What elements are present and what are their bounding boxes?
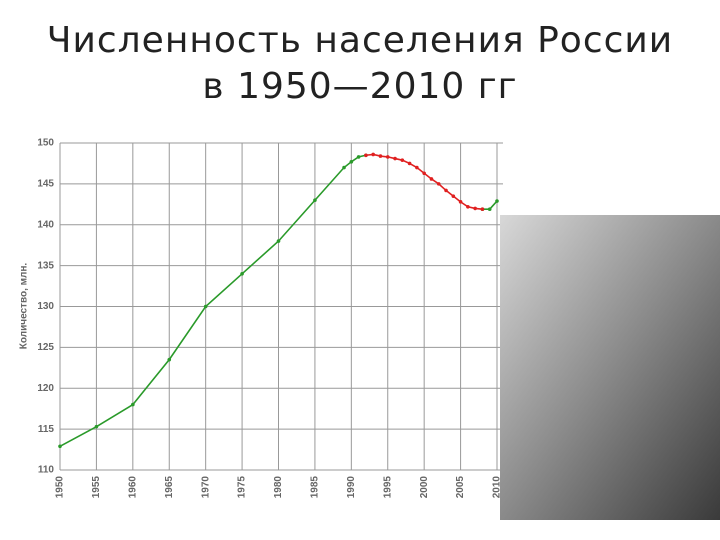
y-tick-label: 140 xyxy=(37,219,54,230)
data-point xyxy=(415,165,419,170)
x-tick-label: 2010 xyxy=(492,476,503,499)
data-point xyxy=(436,182,441,186)
data-point xyxy=(451,194,456,198)
x-tick-label: 2000 xyxy=(419,476,430,499)
x-tick-label: 1990 xyxy=(346,476,357,499)
y-tick-label: 125 xyxy=(37,342,54,353)
data-point xyxy=(276,239,281,243)
data-point xyxy=(203,304,208,309)
data-point xyxy=(342,165,346,170)
x-tick-label: 1985 xyxy=(310,476,321,499)
y-tick-label: 110 xyxy=(38,465,55,476)
data-point xyxy=(167,357,172,362)
x-tick-label: 1995 xyxy=(382,476,393,499)
y-tick-label: 120 xyxy=(37,383,54,394)
data-point xyxy=(466,204,470,209)
data-point xyxy=(364,153,368,158)
slide-title: Численность населения России в 1950—2010… xyxy=(46,20,674,107)
data-point xyxy=(131,402,135,407)
y-tick-label: 130 xyxy=(37,301,54,312)
data-point xyxy=(313,198,317,203)
y-axis-label: Количество, млн. xyxy=(19,263,30,350)
photo xyxy=(500,215,720,520)
data-point xyxy=(444,188,448,193)
x-tick-label: 2005 xyxy=(455,476,466,499)
data-point xyxy=(458,200,463,204)
data-point xyxy=(371,152,375,157)
data-point xyxy=(487,207,492,212)
data-point xyxy=(378,154,383,158)
data-point xyxy=(94,424,99,429)
y-tick-label: 115 xyxy=(38,424,55,435)
data-point xyxy=(393,156,397,161)
x-tick-label: 1960 xyxy=(127,476,138,499)
data-point xyxy=(356,155,361,159)
x-tick-label: 1980 xyxy=(273,476,284,499)
x-tick-label: 1965 xyxy=(164,476,175,499)
data-point xyxy=(349,160,354,164)
x-tick-label: 1955 xyxy=(91,476,102,499)
data-point xyxy=(58,444,62,449)
data-point xyxy=(495,199,499,203)
data-point xyxy=(407,161,412,166)
data-point xyxy=(429,177,434,181)
x-tick-label: 1950 xyxy=(55,476,66,499)
data-point xyxy=(422,171,426,176)
data-point xyxy=(385,155,390,159)
y-tick-label: 135 xyxy=(37,260,54,271)
x-tick-label: 1970 xyxy=(200,476,211,499)
y-tick-label: 150 xyxy=(37,138,54,149)
y-tick-label: 145 xyxy=(37,179,54,190)
data-point xyxy=(473,206,477,211)
data-point xyxy=(400,158,405,162)
x-tick-label: 1975 xyxy=(237,476,248,499)
data-point xyxy=(240,272,244,276)
data-point xyxy=(480,207,485,212)
